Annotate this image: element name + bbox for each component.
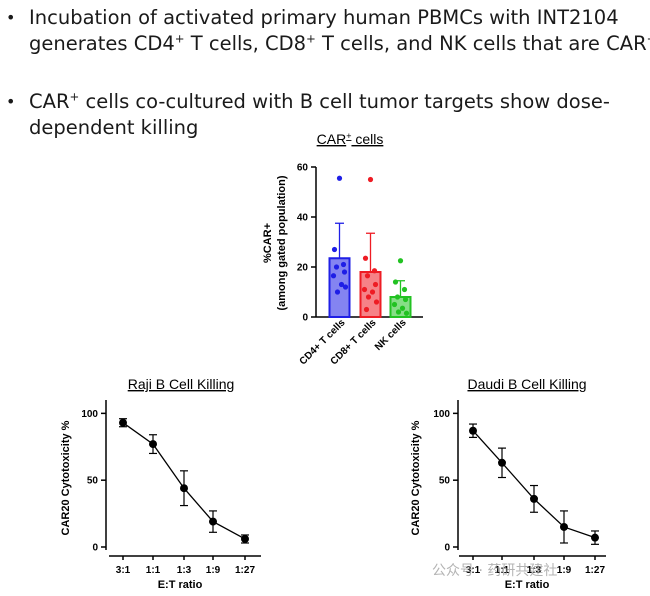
data-point — [330, 273, 337, 279]
data-point — [391, 301, 398, 308]
bullet-1-text: Incubation of activated primary human PB… — [6, 5, 650, 57]
x-tick-label: 3:1 — [466, 565, 481, 576]
bar — [359, 271, 382, 318]
raji-chart-xlabel: E:T ratio — [158, 579, 203, 591]
data-point — [402, 296, 409, 303]
data-point — [372, 281, 379, 288]
raji-chart-ylabel: CAR20 Cytotoxicity % — [60, 420, 72, 535]
data-point — [119, 418, 127, 427]
bullet-2-line-1: CAR+ cells co-cultured with B cell tumor… — [29, 89, 610, 113]
data-point — [331, 246, 338, 253]
raji-killing-chart: Raji B Cell Killing E:T ratio CAR20 Cyto… — [60, 376, 261, 591]
bullet-1-line-2: generates CD4+ T cells, CD8+ T cells, an… — [29, 31, 650, 55]
y-tick-label: 0 — [92, 543, 98, 554]
data-point — [341, 269, 348, 275]
x-tick-label: 3:1 — [116, 565, 131, 576]
bullet-2-text: CAR+ cells co-cultured with B cell tumor… — [6, 89, 610, 141]
data-point — [362, 255, 369, 261]
bullet-2: • CAR+ cells co-cultured with B cell tum… — [6, 89, 610, 141]
data-point — [367, 176, 374, 183]
data-point — [397, 258, 404, 264]
data-point — [395, 309, 402, 315]
daudi-chart-xlabel: E:T ratio — [505, 579, 550, 591]
data-point — [371, 268, 378, 274]
data-point — [498, 458, 506, 467]
data-point — [342, 284, 349, 290]
daudi-chart-ylabel: CAR20 Cytotoxicity % — [410, 420, 422, 535]
data-point — [340, 261, 347, 268]
bar-chart-title: CAR+ cells — [317, 131, 384, 147]
y-tick-label: 50 — [439, 476, 451, 487]
bar-y-tick-label: 60 — [297, 163, 309, 174]
data-point — [399, 305, 406, 311]
raji-chart-title: Raji B Cell Killing — [128, 376, 235, 392]
x-tick-label: 1:3 — [177, 565, 192, 576]
x-tick-label: 1:27 — [235, 565, 255, 576]
x-tick-label: 1:1 — [146, 565, 161, 576]
x-tick-label: 1:3 — [527, 565, 542, 576]
y-tick-label: 50 — [87, 476, 99, 487]
x-tick-label: 1:27 — [585, 565, 605, 576]
bar-y-tick-label: 20 — [297, 263, 309, 274]
data-point — [392, 279, 399, 285]
watermark: 公众号 · 药研共建社 — [432, 563, 558, 579]
daudi-killing-chart: Daudi B Cell Killing E:T ratio CAR20 Cyt… — [410, 376, 606, 591]
y-tick-label: 100 — [81, 409, 98, 420]
data-point — [149, 440, 157, 449]
data-point — [334, 289, 341, 295]
car-positive-bar-chart: CAR+ cells %CAR+ (among gated population… — [262, 131, 423, 367]
y-tick-label: 0 — [444, 543, 450, 554]
data-point — [361, 286, 368, 293]
bar-chart-ylabel-line-1: %CAR+ — [262, 223, 274, 263]
bar-category-label: NK cells — [373, 317, 409, 353]
data-point — [241, 534, 249, 543]
x-tick-label: 1:9 — [557, 565, 572, 576]
y-tick-label: 100 — [433, 409, 450, 420]
data-point — [364, 273, 371, 279]
bullet-dot: • — [6, 8, 16, 27]
data-point — [336, 175, 343, 181]
data-point — [363, 306, 370, 313]
bullet-2-line-2: dependent killing — [29, 116, 199, 139]
series-line — [472, 430, 596, 539]
data-point — [591, 533, 599, 542]
daudi-chart-title: Daudi B Cell Killing — [467, 376, 586, 392]
x-tick-label: 1:1 — [495, 565, 510, 576]
bullet-dot: • — [6, 92, 16, 111]
bar-y-tick-label: 40 — [297, 213, 309, 224]
data-point — [394, 294, 401, 300]
data-point — [209, 517, 217, 526]
data-point — [560, 522, 568, 531]
data-point — [530, 494, 538, 503]
data-point — [469, 426, 477, 435]
data-point — [403, 310, 410, 316]
data-point — [333, 264, 340, 270]
bar-chart-ylabel-line-2: (among gated population) — [276, 175, 288, 310]
data-point — [180, 484, 188, 493]
bar-y-tick-label: 0 — [302, 313, 308, 324]
data-point — [373, 299, 380, 305]
data-point — [365, 294, 372, 300]
data-point — [401, 286, 408, 293]
bullet-1-line-1: Incubation of activated primary human PB… — [29, 6, 619, 29]
bullet-1: • Incubation of activated primary human … — [6, 5, 650, 57]
data-point — [338, 281, 345, 288]
x-tick-label: 1:9 — [206, 565, 221, 576]
data-point — [369, 289, 376, 295]
